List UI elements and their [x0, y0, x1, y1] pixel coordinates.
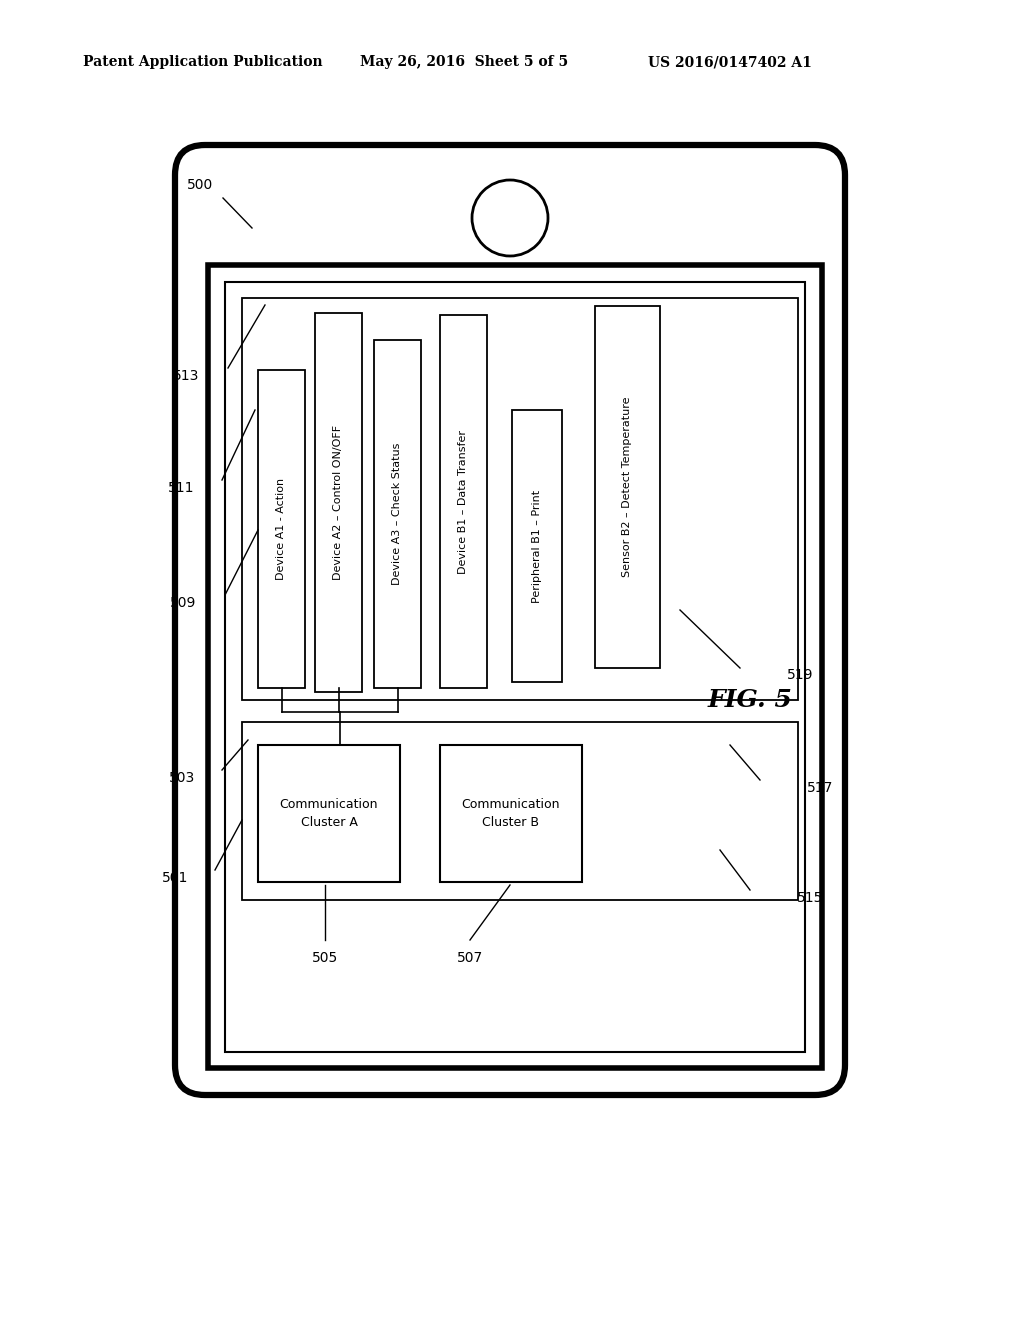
- Bar: [440, 744, 582, 882]
- Text: 511: 511: [168, 480, 195, 495]
- Text: 513: 513: [173, 370, 200, 383]
- Bar: [440, 315, 487, 688]
- Text: 505: 505: [312, 950, 338, 965]
- Text: Patent Application Publication: Patent Application Publication: [83, 55, 323, 69]
- Bar: [258, 744, 400, 882]
- Text: Device B1 – Data Transfer: Device B1 – Data Transfer: [459, 429, 469, 573]
- Text: May 26, 2016  Sheet 5 of 5: May 26, 2016 Sheet 5 of 5: [360, 55, 568, 69]
- Text: Communication
Cluster B: Communication Cluster B: [462, 797, 560, 829]
- Bar: [242, 298, 798, 700]
- Bar: [595, 306, 660, 668]
- Text: 500: 500: [186, 178, 213, 191]
- Text: 519: 519: [786, 668, 813, 682]
- Bar: [512, 411, 562, 682]
- Text: Device A3 – Check Status: Device A3 – Check Status: [392, 442, 402, 585]
- Bar: [225, 282, 805, 1052]
- Text: 503: 503: [169, 771, 196, 785]
- Text: Device A1 - Action: Device A1 - Action: [276, 478, 287, 579]
- Text: Sensor B2 – Detect Temperature: Sensor B2 – Detect Temperature: [623, 397, 633, 577]
- Text: Device A2 – Control ON/OFF: Device A2 – Control ON/OFF: [334, 425, 343, 579]
- Text: 509: 509: [170, 597, 197, 610]
- Text: FIG. 5: FIG. 5: [708, 688, 793, 711]
- Text: 515: 515: [797, 891, 823, 906]
- Bar: [242, 722, 798, 900]
- Text: US 2016/0147402 A1: US 2016/0147402 A1: [648, 55, 812, 69]
- Text: Communication
Cluster A: Communication Cluster A: [280, 797, 378, 829]
- Bar: [258, 370, 305, 688]
- Bar: [315, 313, 362, 692]
- Text: 507: 507: [457, 950, 483, 965]
- Bar: [374, 341, 421, 688]
- Text: Peripheral B1 – Print: Peripheral B1 – Print: [532, 490, 542, 602]
- Text: 501: 501: [162, 871, 188, 884]
- Bar: [208, 265, 822, 1068]
- Text: 517: 517: [807, 781, 834, 795]
